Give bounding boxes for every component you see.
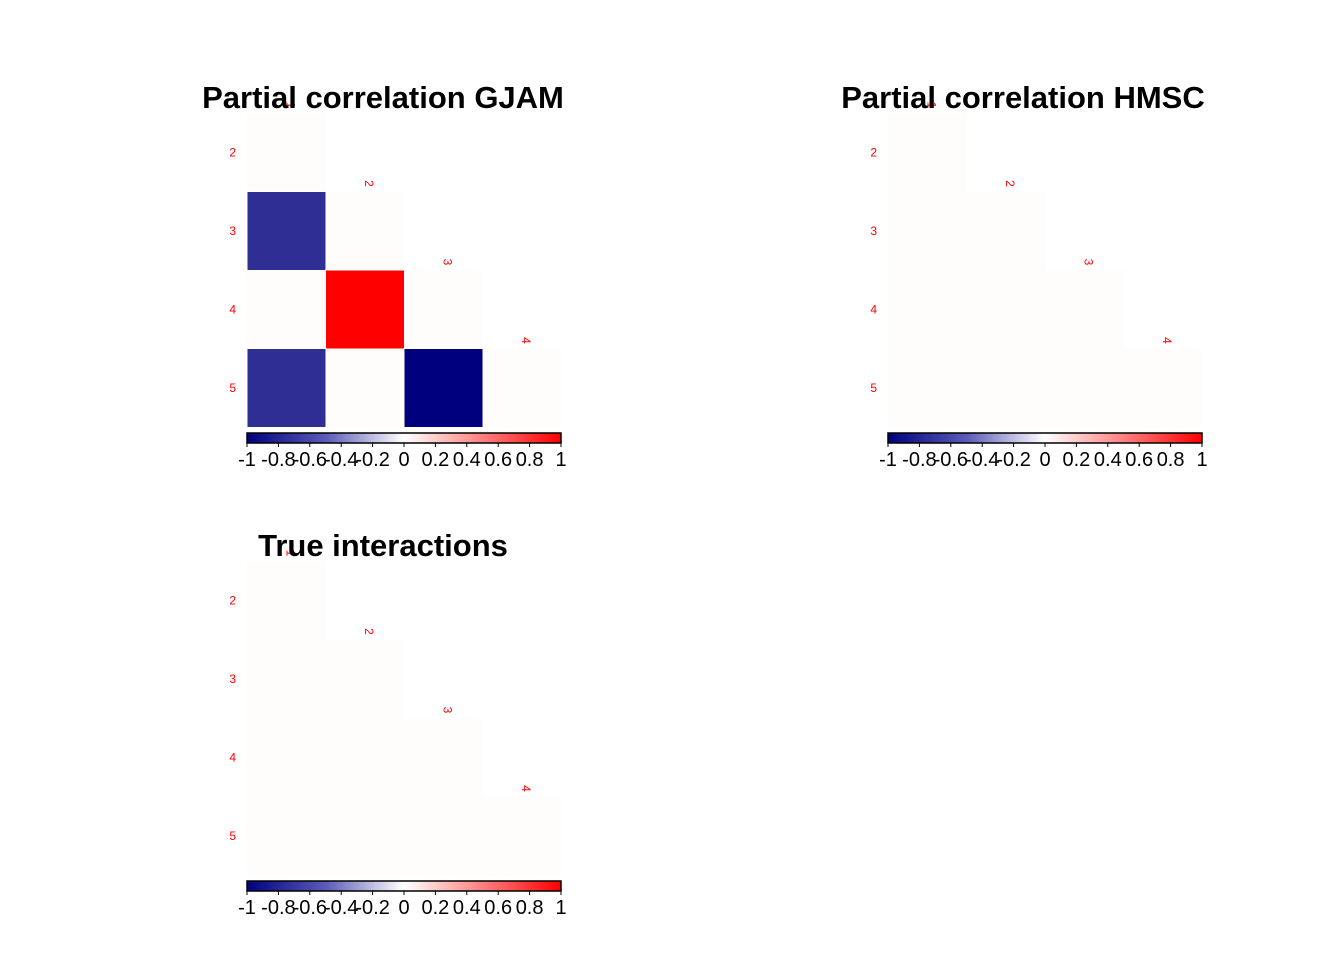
- heatmap-cell: [246, 348, 327, 428]
- colorbar-tick-label: -1: [238, 449, 256, 471]
- heatmap-cell: [246, 191, 327, 271]
- colorbar-tick-label: 0.8: [516, 449, 544, 471]
- colorbar-tick-label: 0.4: [453, 897, 481, 919]
- heatmap-cell: [966, 348, 1046, 428]
- colorbar-tick-label: 0.2: [421, 449, 449, 471]
- heatmap-cell: [966, 191, 1046, 271]
- row-label: 3: [229, 224, 236, 238]
- column-label: 1: [283, 102, 297, 109]
- colorbar-tick-label: 1: [555, 449, 566, 471]
- row-label: 2: [870, 145, 877, 159]
- colorbar-tick-label: -0.2: [355, 897, 389, 919]
- colorbar-tick-label: -0.6: [293, 897, 327, 919]
- heatmap-cell: [247, 561, 326, 640]
- column-label: 4: [519, 337, 533, 344]
- heatmap-cell: [247, 270, 326, 349]
- heatmap-cell: [325, 796, 405, 876]
- heatmap-cell: [404, 796, 483, 876]
- heatmap-cell: [888, 348, 967, 428]
- heatmap-cell: [247, 718, 326, 797]
- colorbar-tick-label: 0.2: [421, 897, 449, 919]
- column-label: 2: [1003, 180, 1017, 187]
- colorbar-tick-label: 0.6: [484, 897, 512, 919]
- heatmap-cell: [404, 270, 483, 349]
- heatmap-cell: [1045, 348, 1124, 428]
- colorbar-tick-label: -0.4: [324, 449, 358, 471]
- colorbar-tick-label: -0.8: [261, 449, 295, 471]
- colorbar-tick-label: 1: [555, 897, 566, 919]
- column-label: 3: [440, 259, 454, 266]
- column-label: 3: [1081, 259, 1095, 266]
- row-label: 4: [229, 750, 236, 764]
- heatmap-cell: [403, 348, 484, 428]
- column-label: 2: [362, 628, 376, 635]
- row-label: 2: [229, 593, 236, 607]
- chart-title: Partial correlation HMSC: [841, 80, 1204, 115]
- colorbar-tick-label: 0: [398, 449, 409, 471]
- column-label: 2: [362, 180, 376, 187]
- row-label: 2: [229, 145, 236, 159]
- chart-title: Partial correlation GJAM: [202, 80, 564, 115]
- row-label: 4: [229, 302, 236, 316]
- colorbar-tick-label: 0.4: [1094, 449, 1122, 471]
- colorbar-tick-label: 0.4: [453, 449, 481, 471]
- heatmap-cell: [325, 269, 405, 350]
- heatmap-cell: [482, 348, 562, 428]
- heatmap-cell: [482, 796, 562, 876]
- colorbar-tick-label: 0.6: [1125, 449, 1153, 471]
- colorbar-tick-label: -0.8: [261, 897, 295, 919]
- colorbar-tick-label: 0.2: [1062, 449, 1090, 471]
- heatmap-cell: [1123, 348, 1203, 428]
- colorbar-tick-label: -0.6: [293, 449, 327, 471]
- row-label: 4: [870, 302, 877, 316]
- column-label: 4: [519, 785, 533, 792]
- heatmap-cell: [888, 270, 967, 349]
- colorbar-tick-label: 0.8: [1157, 449, 1185, 471]
- row-label: 5: [229, 381, 236, 395]
- column-label: 1: [283, 550, 297, 557]
- row-label: 3: [870, 224, 877, 238]
- colorbar-tick-label: 1: [1196, 449, 1207, 471]
- heatmap-cell: [888, 113, 967, 192]
- heatmap-cell: [1045, 270, 1124, 349]
- heatmap-cell: [966, 270, 1046, 349]
- colorbar-tick-label: -0.8: [902, 449, 936, 471]
- colorbar: [246, 432, 562, 444]
- colorbar-tick-label: 0.8: [516, 897, 544, 919]
- heatmap-cell: [325, 348, 405, 428]
- chart-title: True interactions: [258, 528, 508, 563]
- colorbar: [887, 432, 1203, 444]
- row-label: 5: [229, 829, 236, 843]
- heatmap-cell: [325, 718, 405, 797]
- colorbar-tick-label: -1: [238, 897, 256, 919]
- colorbar-tick-label: -0.6: [934, 449, 968, 471]
- column-label: 3: [440, 707, 454, 714]
- heatmap-cell: [247, 639, 326, 719]
- colorbar-tick-label: -0.4: [965, 449, 999, 471]
- colorbar-tick-label: 0.6: [484, 449, 512, 471]
- heatmap-cell: [404, 718, 483, 797]
- heatmap-cell: [247, 113, 326, 192]
- heatmap-cell: [325, 639, 405, 719]
- colorbar: [246, 880, 562, 892]
- column-label: 4: [1160, 337, 1174, 344]
- heatmap-cell: [888, 191, 967, 271]
- colorbar-tick-label: -0.4: [324, 897, 358, 919]
- colorbar-tick-label: -1: [879, 449, 897, 471]
- row-label: 5: [870, 381, 877, 395]
- colorbar-tick-label: -0.2: [996, 449, 1030, 471]
- column-label: 1: [924, 102, 938, 109]
- colorbar-tick-label: 0: [398, 897, 409, 919]
- heatmap-cell: [247, 796, 326, 876]
- colorbar-tick-label: 0: [1039, 449, 1050, 471]
- row-label: 3: [229, 672, 236, 686]
- heatmap-panel: 2 3 4 5 1 2 3 4 True interactions -1 -0.8-0.6-0.4-…: [229, 528, 566, 919]
- colorbar-tick-label: -0.2: [355, 449, 389, 471]
- heatmap-cell: [325, 191, 405, 271]
